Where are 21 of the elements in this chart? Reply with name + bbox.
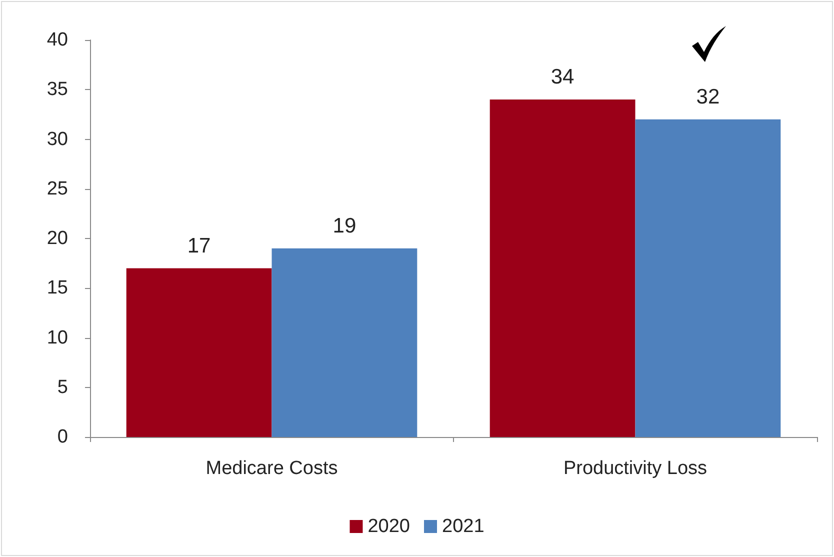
bar [635,119,781,437]
legend-label: 2020 [368,516,410,537]
y-tick-label: 20 [46,228,68,249]
data-label: 32 [696,85,720,108]
bar [272,248,418,437]
y-tick-label: 10 [46,327,68,348]
y-tick-label: 25 [46,178,68,200]
y-tick-label: 15 [46,278,68,299]
y-tick-label: 30 [46,128,68,150]
x-tick-label: Medicare Costs [206,458,338,479]
data-label: 19 [332,214,356,238]
data-label: 17 [187,234,211,258]
bar [490,100,636,437]
legend-label: 2021 [442,516,484,537]
bar [126,268,272,437]
x-tick-label: Productivity Loss [563,458,708,479]
data-label: 34 [550,66,575,89]
y-tick-label: 0 [57,426,68,448]
y-tick-label: 40 [46,30,68,50]
y-tick-label: 35 [46,79,68,100]
y-tick-label: 5 [57,376,68,398]
